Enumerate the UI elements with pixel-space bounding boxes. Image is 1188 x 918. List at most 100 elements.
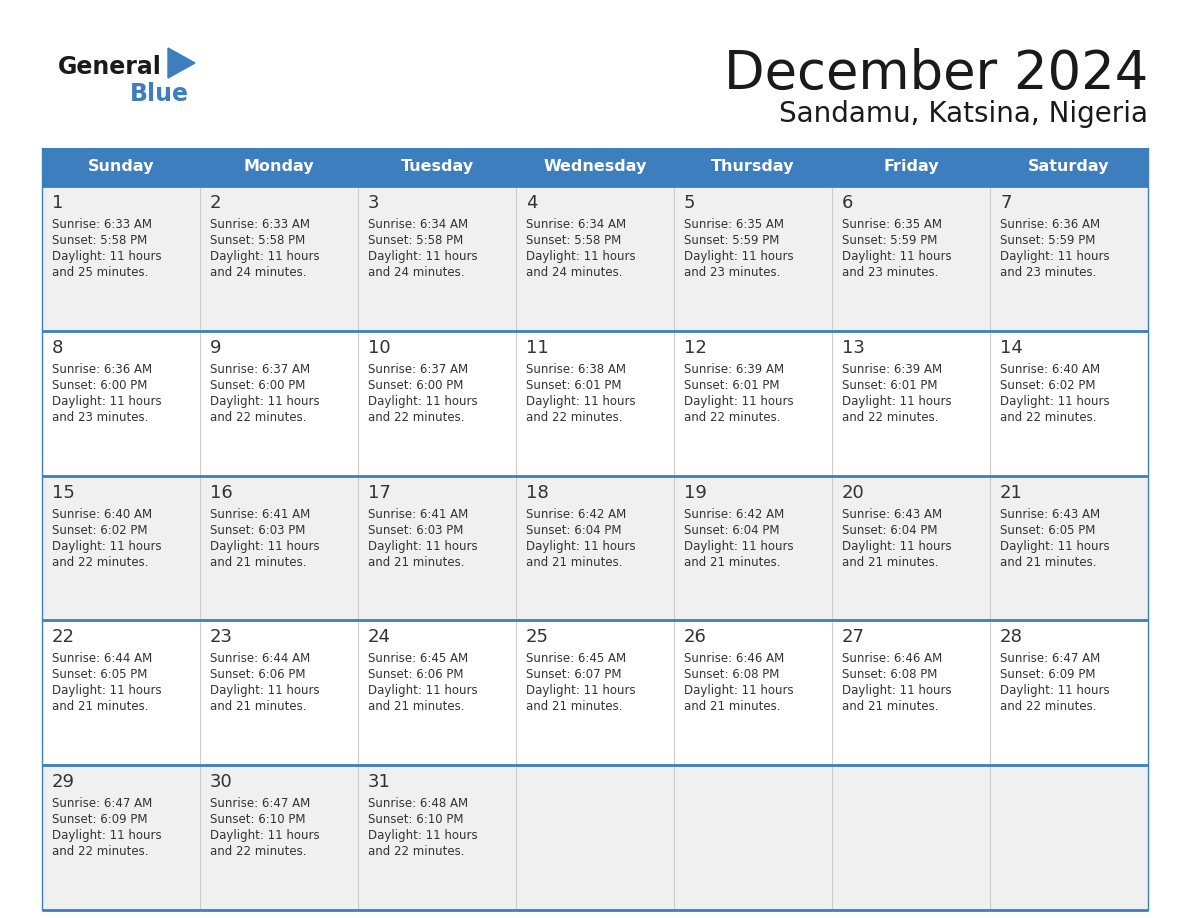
Polygon shape [168,48,195,78]
Text: Sunset: 5:58 PM: Sunset: 5:58 PM [368,234,463,247]
Bar [200,476,358,621]
Text: Daylight: 11 hours: Daylight: 11 hours [52,685,162,698]
Text: December 2024: December 2024 [723,48,1148,100]
Bar [358,330,516,476]
Bar [516,766,674,910]
Text: Sunday: Sunday [88,160,154,174]
Text: and 24 minutes.: and 24 minutes. [368,266,465,279]
Bar [42,186,200,330]
Text: and 24 minutes.: and 24 minutes. [526,266,623,279]
Bar [832,766,990,910]
Text: Sunrise: 6:34 AM: Sunrise: 6:34 AM [368,218,468,231]
Text: Daylight: 11 hours: Daylight: 11 hours [1000,685,1110,698]
Text: Sunrise: 6:46 AM: Sunrise: 6:46 AM [684,653,784,666]
Text: Sunset: 6:10 PM: Sunset: 6:10 PM [210,813,305,826]
Text: 1: 1 [52,194,63,212]
Text: and 21 minutes.: and 21 minutes. [368,700,465,713]
Text: and 24 minutes.: and 24 minutes. [210,266,307,279]
Bar [674,621,832,766]
Text: Daylight: 11 hours: Daylight: 11 hours [210,685,320,698]
Text: Sunrise: 6:33 AM: Sunrise: 6:33 AM [52,218,152,231]
Text: and 21 minutes.: and 21 minutes. [842,555,939,568]
Text: Daylight: 11 hours: Daylight: 11 hours [684,395,794,408]
Text: 18: 18 [526,484,549,501]
Text: Sunset: 6:05 PM: Sunset: 6:05 PM [52,668,147,681]
Text: Sunset: 6:08 PM: Sunset: 6:08 PM [842,668,937,681]
Text: Sunset: 6:05 PM: Sunset: 6:05 PM [1000,523,1095,537]
Text: 30: 30 [210,773,233,791]
Text: Sunrise: 6:47 AM: Sunrise: 6:47 AM [1000,653,1100,666]
Bar [674,330,832,476]
Text: and 22 minutes.: and 22 minutes. [368,410,465,424]
Text: and 22 minutes.: and 22 minutes. [684,410,781,424]
Text: 23: 23 [210,629,233,646]
Text: and 23 minutes.: and 23 minutes. [684,266,781,279]
Text: and 21 minutes.: and 21 minutes. [842,700,939,713]
Text: 15: 15 [52,484,75,501]
Text: Sunrise: 6:39 AM: Sunrise: 6:39 AM [842,363,942,375]
Text: Sunset: 6:02 PM: Sunset: 6:02 PM [52,523,147,537]
Text: 31: 31 [368,773,391,791]
Text: Sunset: 6:02 PM: Sunset: 6:02 PM [1000,379,1095,392]
Bar [358,766,516,910]
Text: Sunrise: 6:36 AM: Sunrise: 6:36 AM [1000,218,1100,231]
Text: 7: 7 [1000,194,1011,212]
Text: Daylight: 11 hours: Daylight: 11 hours [52,250,162,263]
Text: Daylight: 11 hours: Daylight: 11 hours [1000,395,1110,408]
Text: Sunset: 6:06 PM: Sunset: 6:06 PM [210,668,305,681]
Bar [516,186,674,330]
Text: 16: 16 [210,484,233,501]
Text: Daylight: 11 hours: Daylight: 11 hours [52,540,162,553]
Text: Daylight: 11 hours: Daylight: 11 hours [1000,250,1110,263]
Bar [516,330,674,476]
Bar [990,476,1148,621]
Bar [674,766,832,910]
Bar [200,766,358,910]
Bar [358,148,516,186]
Bar [516,148,674,186]
Text: Sandamu, Katsina, Nigeria: Sandamu, Katsina, Nigeria [779,100,1148,128]
Text: General: General [58,55,162,79]
Text: Sunrise: 6:34 AM: Sunrise: 6:34 AM [526,218,626,231]
Bar [832,476,990,621]
Text: Daylight: 11 hours: Daylight: 11 hours [684,250,794,263]
Text: Sunset: 6:00 PM: Sunset: 6:00 PM [52,379,147,392]
Text: Thursday: Thursday [712,160,795,174]
Text: and 21 minutes.: and 21 minutes. [368,555,465,568]
Text: 14: 14 [1000,339,1023,357]
Text: Sunset: 6:00 PM: Sunset: 6:00 PM [210,379,305,392]
Text: Sunrise: 6:40 AM: Sunrise: 6:40 AM [1000,363,1100,375]
Bar [674,476,832,621]
Text: Daylight: 11 hours: Daylight: 11 hours [526,540,636,553]
Text: Monday: Monday [244,160,315,174]
Text: Sunrise: 6:45 AM: Sunrise: 6:45 AM [368,653,468,666]
Text: Sunset: 6:03 PM: Sunset: 6:03 PM [210,523,305,537]
Text: Sunrise: 6:47 AM: Sunrise: 6:47 AM [210,797,310,811]
Text: Daylight: 11 hours: Daylight: 11 hours [526,685,636,698]
Text: Sunrise: 6:35 AM: Sunrise: 6:35 AM [842,218,942,231]
Bar [990,186,1148,330]
Text: and 21 minutes.: and 21 minutes. [210,700,307,713]
Text: Sunrise: 6:36 AM: Sunrise: 6:36 AM [52,363,152,375]
Text: and 21 minutes.: and 21 minutes. [526,555,623,568]
Text: Sunset: 6:07 PM: Sunset: 6:07 PM [526,668,621,681]
Text: 11: 11 [526,339,549,357]
Text: Daylight: 11 hours: Daylight: 11 hours [368,540,478,553]
Text: 22: 22 [52,629,75,646]
Bar [358,621,516,766]
Bar [832,330,990,476]
Text: 9: 9 [210,339,221,357]
Bar [42,766,200,910]
Text: Sunset: 6:06 PM: Sunset: 6:06 PM [368,668,463,681]
Text: Daylight: 11 hours: Daylight: 11 hours [210,540,320,553]
Text: Sunset: 6:09 PM: Sunset: 6:09 PM [1000,668,1095,681]
Text: Sunset: 6:01 PM: Sunset: 6:01 PM [684,379,779,392]
Bar [42,476,200,621]
Text: Friday: Friday [883,160,939,174]
Text: Daylight: 11 hours: Daylight: 11 hours [842,250,952,263]
Text: 5: 5 [684,194,695,212]
Bar [832,148,990,186]
Text: Sunrise: 6:44 AM: Sunrise: 6:44 AM [52,653,152,666]
Bar [200,621,358,766]
Text: Sunset: 6:01 PM: Sunset: 6:01 PM [842,379,937,392]
